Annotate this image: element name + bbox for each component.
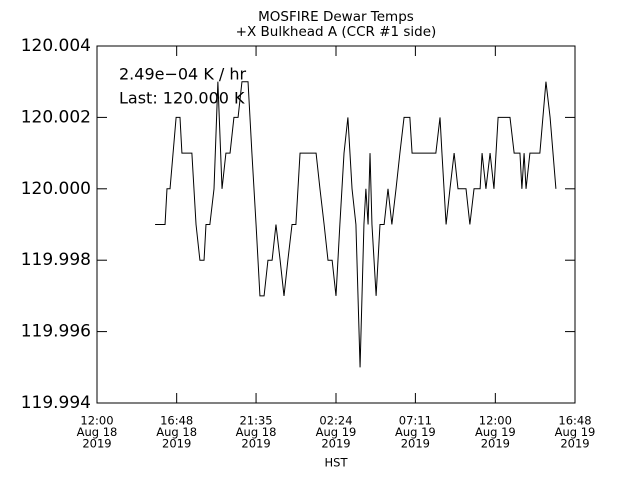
y-tick-label: 119.996 bbox=[21, 322, 91, 342]
y-tick-label: 120.000 bbox=[21, 179, 91, 199]
x-tick-label: 07:11 bbox=[399, 414, 432, 428]
x-tick-label: 2019 bbox=[82, 437, 111, 451]
x-tick-label: 16:48 bbox=[160, 414, 193, 428]
rate-annotation: 2.49e−04 K / hr bbox=[119, 65, 247, 84]
x-tick-label: 12:00 bbox=[80, 414, 113, 428]
x-tick-label: Aug 19 bbox=[395, 425, 436, 439]
x-tick-label: Aug 18 bbox=[236, 425, 277, 439]
x-tick-label: Aug 18 bbox=[77, 425, 118, 439]
x-tick-label: Aug 19 bbox=[316, 425, 357, 439]
last-annotation: Last: 120.000 K bbox=[119, 89, 245, 108]
x-tick-label: 2019 bbox=[321, 437, 350, 451]
x-tick-label: Aug 19 bbox=[475, 425, 516, 439]
x-tick-label: 2019 bbox=[481, 437, 510, 451]
x-tick-label: 21:35 bbox=[239, 414, 272, 428]
x-tick-label: 02:24 bbox=[319, 414, 352, 428]
x-tick-label: Aug 19 bbox=[555, 425, 596, 439]
y-tick-label: 120.002 bbox=[21, 107, 91, 127]
y-tick-label: 119.994 bbox=[21, 393, 91, 413]
x-tick-label: 2019 bbox=[401, 437, 430, 451]
data-line bbox=[155, 81, 557, 368]
x-tick-label: 2019 bbox=[560, 437, 589, 451]
chart-title: MOSFIRE Dewar Temps bbox=[258, 9, 414, 25]
x-tick-label: 2019 bbox=[241, 437, 270, 451]
y-tick-label: 119.998 bbox=[21, 250, 91, 270]
x-tick-label: Aug 18 bbox=[156, 425, 197, 439]
x-axis-label: HST bbox=[325, 456, 349, 470]
x-tick-label: 2019 bbox=[162, 437, 191, 451]
chart-subtitle: +X Bulkhead A (CCR #1 side) bbox=[236, 24, 437, 40]
x-tick-label: 12:00 bbox=[479, 414, 512, 428]
x-tick-label: 16:48 bbox=[558, 414, 591, 428]
y-tick-label: 120.004 bbox=[21, 36, 91, 56]
